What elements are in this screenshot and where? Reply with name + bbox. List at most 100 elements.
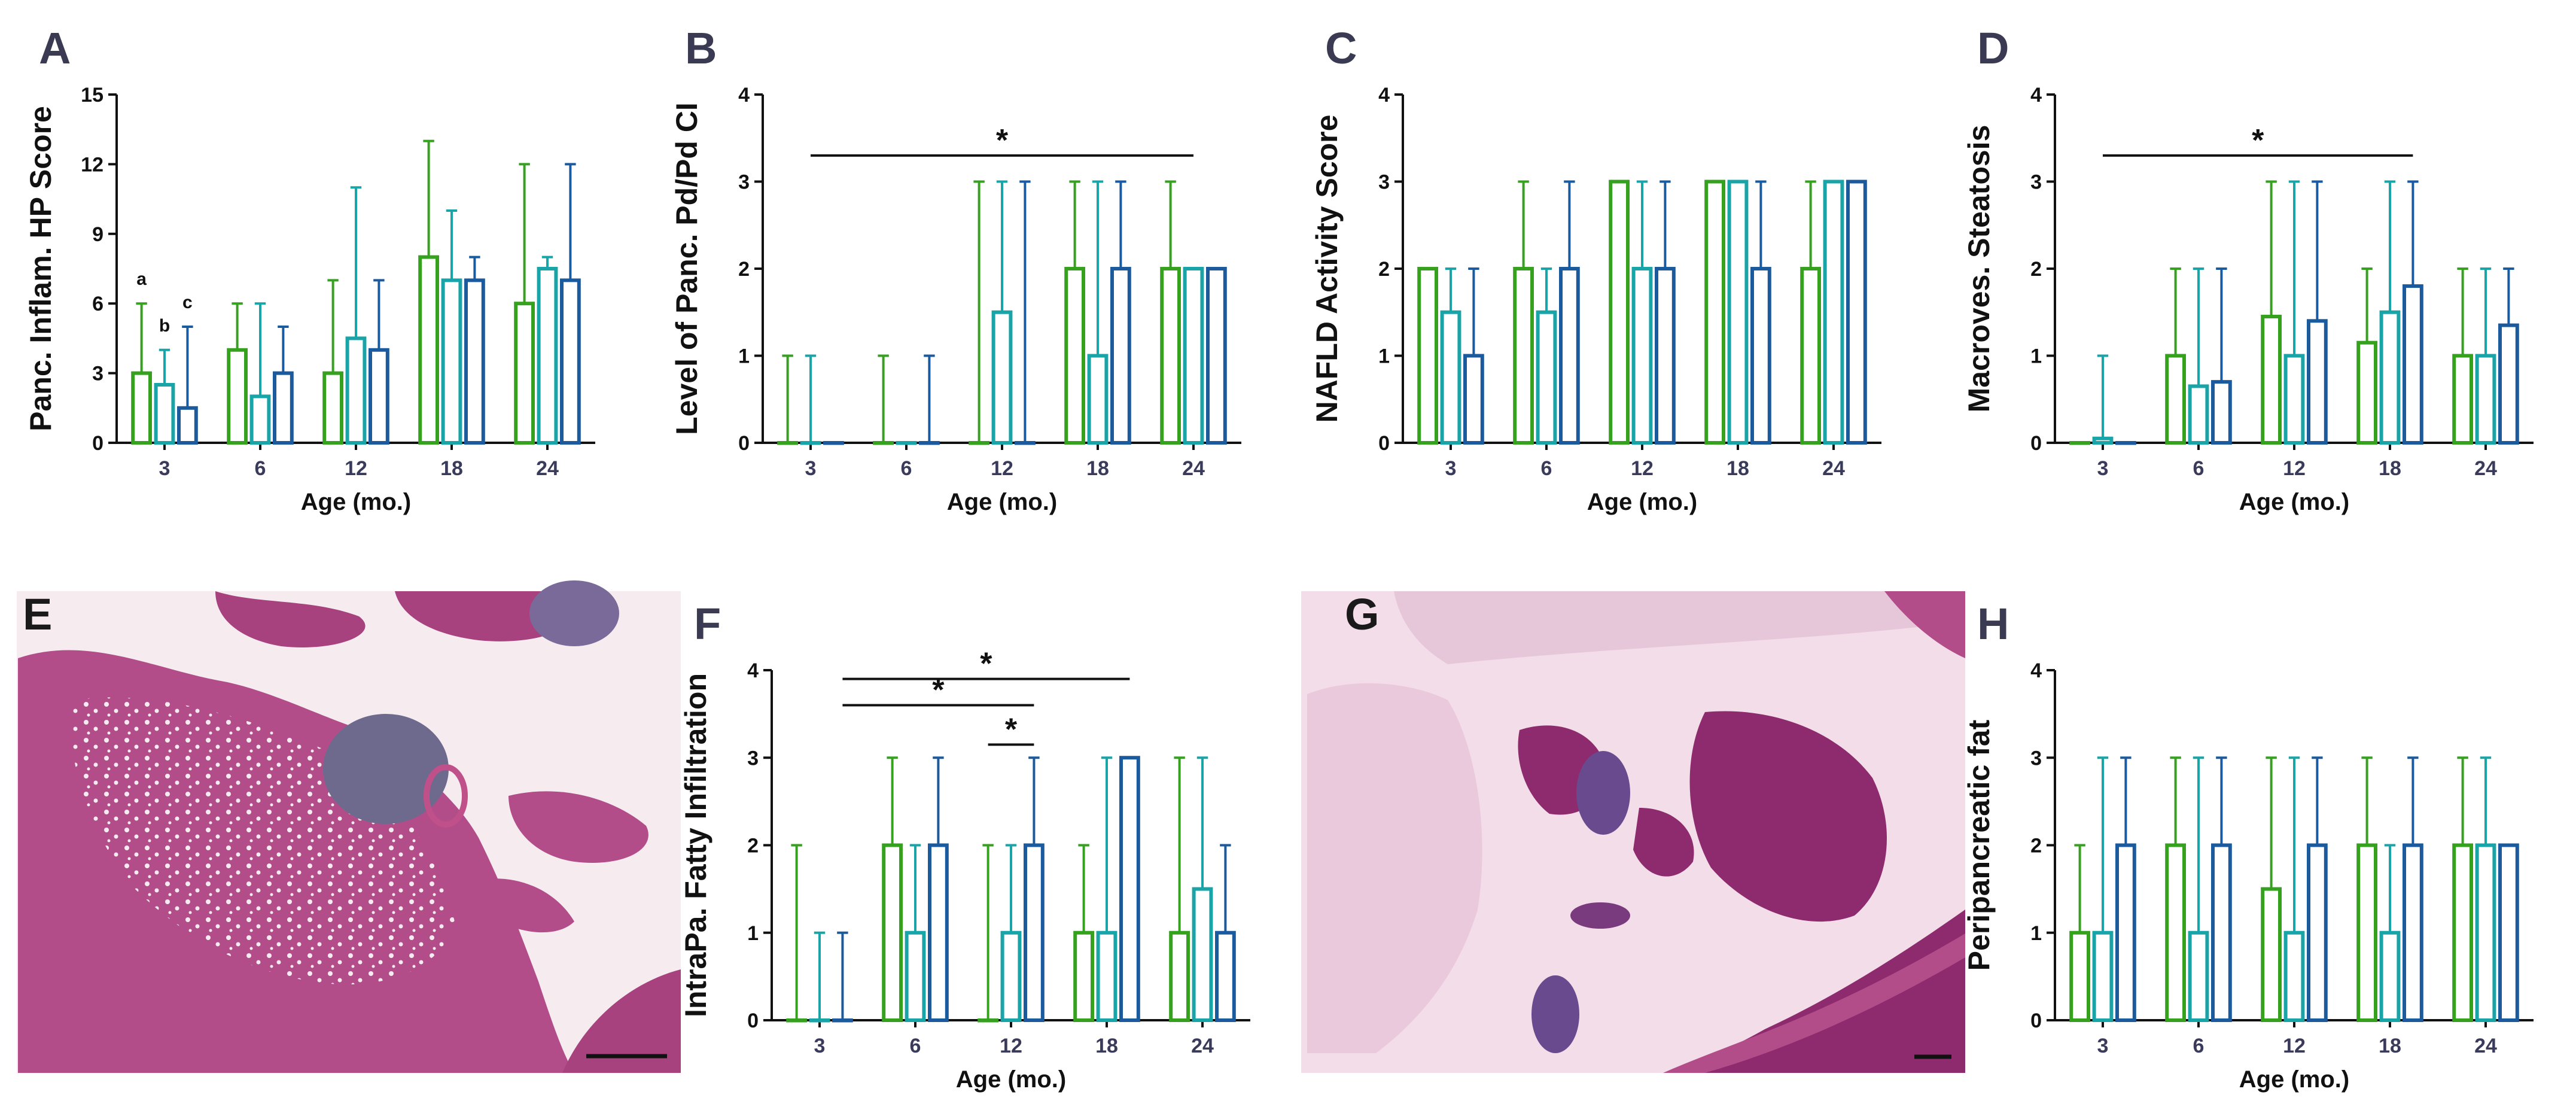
y-tick-label: 2 — [2030, 258, 2042, 281]
y-tick-label: 3 — [1378, 171, 1390, 194]
bar — [441, 278, 462, 445]
bar — [2452, 843, 2474, 1022]
photo-e-right-tissue-2 — [562, 969, 681, 1073]
x-tick-label: 3 — [805, 457, 817, 480]
bar — [882, 843, 903, 1022]
photo-g-node-2 — [1570, 902, 1630, 929]
bar — [514, 302, 535, 445]
photo-g-connective — [1307, 683, 1482, 1053]
significance-star: * — [932, 673, 945, 708]
bar — [2283, 930, 2305, 1022]
bar — [369, 348, 389, 445]
x-tick-label: 24 — [2474, 457, 2497, 480]
bar — [1160, 267, 1181, 445]
y-tick-label: 9 — [92, 223, 103, 246]
bar — [1800, 267, 1821, 445]
y-tick-label: 12 — [81, 153, 103, 176]
x-tick-label: 18 — [440, 457, 463, 480]
significance-star: * — [996, 123, 1009, 158]
x-tick-label: 6 — [2193, 457, 2204, 480]
bar — [1024, 843, 1045, 1022]
y-axis-label: IntraPa. Fatty Infiltration — [679, 673, 712, 1017]
bar — [227, 348, 248, 445]
x-tick-label: 18 — [2379, 1035, 2401, 1057]
bar — [154, 383, 175, 445]
bar — [1073, 930, 1094, 1022]
bar — [2115, 843, 2136, 1022]
photo-e-small-lobe — [479, 878, 574, 933]
y-tick-label: 3 — [2030, 171, 2042, 194]
bar — [1513, 267, 1534, 445]
y-tick-label: 0 — [2030, 1009, 2042, 1032]
bar — [786, 1018, 807, 1023]
panel-letter: B — [685, 23, 717, 73]
bar — [1064, 267, 1085, 445]
bar — [345, 336, 367, 445]
x-tick-label: 18 — [1086, 457, 1109, 480]
bar — [2092, 436, 2114, 445]
bar — [2475, 843, 2496, 1022]
panel-letter: H — [1977, 599, 2009, 649]
photo-g-top-band — [1394, 591, 1956, 664]
photo-g-tissue-low — [1633, 808, 1694, 877]
bar — [832, 1018, 853, 1023]
photo-g-node — [1576, 751, 1630, 835]
bar — [2261, 315, 2282, 445]
significance-star: * — [2252, 123, 2264, 158]
photo-e-vessel — [424, 764, 468, 828]
x-tick-label: 24 — [2474, 1035, 2497, 1057]
x-tick-label: 6 — [1541, 457, 1552, 480]
bar — [273, 371, 294, 445]
x-tick-label: 6 — [2193, 1035, 2204, 1057]
x-tick-label: 24 — [1182, 457, 1205, 480]
photo-g-right-tissue — [1884, 591, 1965, 658]
photo-e-tissue-ducts — [71, 697, 455, 985]
bar — [1609, 180, 1630, 445]
bar — [978, 1018, 998, 1023]
y-tick-label: 1 — [1378, 345, 1390, 368]
chart-panel-a: A Panc. Inflam. HP Score 0 3 6 9 12 15 3 6 12 18 24 A… — [24, 23, 595, 515]
y-tick-label: 0 — [1378, 432, 1390, 455]
y-tick-label: 1 — [2030, 922, 2042, 945]
histology-photo-e: E — [17, 580, 681, 1073]
significance-star: * — [980, 647, 992, 682]
panel-letter: A — [39, 23, 71, 73]
bar — [2475, 354, 2496, 445]
bar — [991, 310, 1013, 445]
y-tick-label: 6 — [92, 293, 103, 315]
y-tick-label: 0 — [92, 432, 103, 455]
bar — [2356, 843, 2377, 1022]
photo-g-bottom-tissue — [1669, 910, 1965, 1073]
bar — [1727, 180, 1749, 445]
y-axis-label: NAFLD Activity Score — [1310, 115, 1344, 423]
bar — [2307, 843, 2328, 1022]
y-tick-label: 1 — [2030, 345, 2042, 368]
bar — [1192, 887, 1213, 1022]
y-axis-label: Peripancreatic fat — [1962, 719, 1996, 971]
panel-letter: F — [694, 599, 721, 649]
y-tick-label: 4 — [1378, 84, 1390, 107]
bar — [1096, 930, 1118, 1022]
photo-e-right-tissue — [508, 791, 648, 863]
bar — [2211, 380, 2232, 445]
bar — [1655, 267, 1676, 445]
bar — [928, 843, 949, 1022]
y-tick-label: 1 — [738, 345, 750, 368]
bar — [177, 406, 198, 445]
bar — [1417, 267, 1438, 445]
x-tick-label: 12 — [2283, 1035, 2306, 1057]
bar — [2092, 930, 2114, 1022]
bar — [464, 278, 485, 445]
bar — [2498, 843, 2519, 1022]
y-axis-label: Panc. Inflam. HP Score — [24, 106, 57, 431]
bar — [1750, 267, 1771, 445]
x-tick-label: 3 — [1445, 457, 1457, 480]
bar — [1704, 180, 1725, 445]
bar — [1846, 180, 1867, 445]
x-axis-label: Age (mo.) — [2239, 489, 2349, 515]
y-tick-label: 3 — [738, 171, 750, 194]
